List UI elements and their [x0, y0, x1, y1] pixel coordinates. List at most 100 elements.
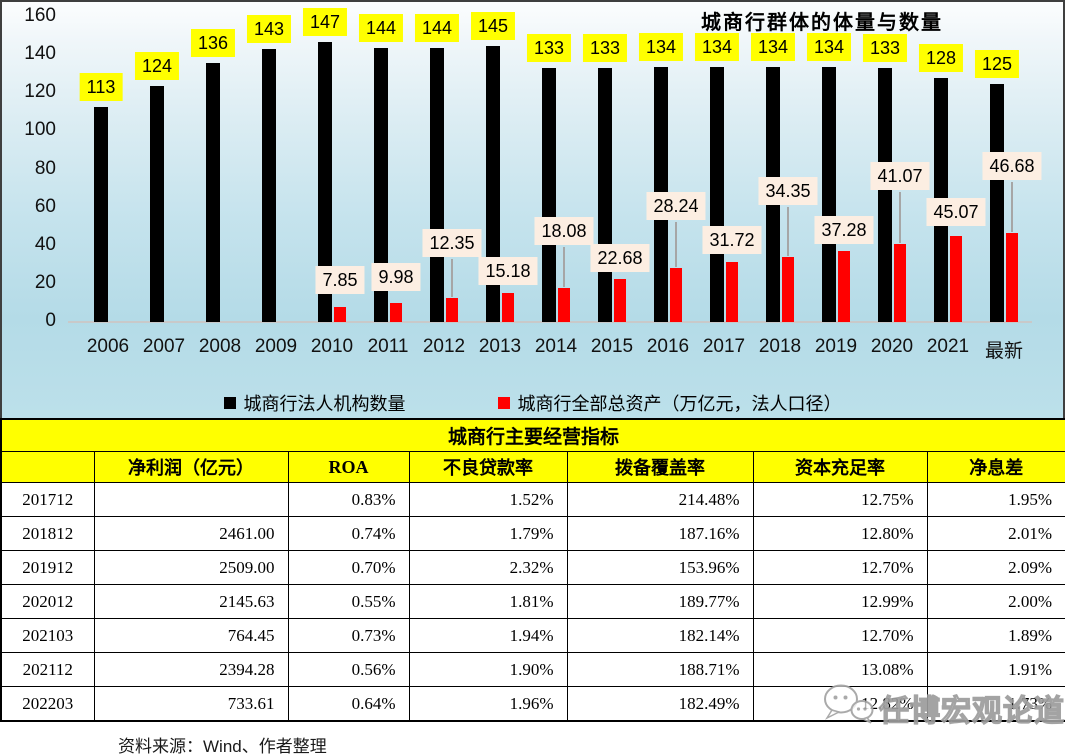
bar-value-label-institutions: 136: [190, 28, 236, 57]
bar-value-label-assets: 37.28: [814, 215, 874, 244]
table-row: 202112 2394.28 0.56% 1.90% 188.71% 13.08% 1.91…: [0, 652, 1065, 687]
y-axis-tick-label: 140: [24, 43, 56, 65]
table-cell-value: 12.75%: [752, 482, 928, 517]
bar-institutions: [430, 47, 444, 322]
chart-title: 城商行群体的体量与数量: [701, 12, 943, 34]
y-axis-tick-label: 20: [34, 271, 56, 293]
bar-value-label-institutions: 147: [302, 7, 348, 36]
bar-assets: [670, 268, 682, 322]
x-axis-category-label: 2015: [590, 336, 634, 357]
table-cell-value: 1.95%: [926, 482, 1065, 517]
y-axis-tick-label: 100: [24, 119, 56, 141]
x-axis-category-label: 2020: [870, 336, 914, 357]
bar-value-label-institutions: 134: [694, 32, 740, 61]
table-cell-value: 182.49%: [566, 686, 754, 722]
table-cell-value: 2.00%: [926, 584, 1065, 619]
bar-institutions: [374, 47, 388, 322]
bar-value-label-assets: 45.07: [926, 198, 986, 227]
x-axis-category-label: 2019: [814, 336, 858, 357]
table-cell-value: 0.70%: [287, 550, 410, 585]
bar-institutions: [542, 68, 556, 322]
bar-value-label-assets: 9.98: [371, 262, 421, 291]
source-note: 资料来源：Wind、作者整理: [118, 737, 327, 755]
bar-value-label-assets: 22.68: [590, 243, 650, 272]
table-header-cell: 净息差: [926, 451, 1065, 483]
table-cell-period: 201812: [0, 516, 95, 551]
bar-value-label-institutions: 143: [246, 15, 292, 44]
x-axis-category-label: 2012: [422, 336, 466, 357]
table-cell-value: 2.01%: [926, 516, 1065, 551]
bar-value-label-institutions: 113: [79, 72, 123, 101]
table-cell-value: 1.89%: [926, 618, 1065, 653]
bar-institutions: [486, 45, 500, 322]
table-cell-period: 201912: [0, 550, 95, 585]
table-cell-value: 2461.00: [93, 516, 289, 551]
x-axis-category-label: 2007: [142, 336, 186, 357]
red-square-swatch-icon: [497, 397, 510, 409]
table-row: 202203 733.61 0.64% 1.96% 182.49% 12.82% 1.73%: [0, 686, 1065, 722]
table-cell-value: 2394.28: [93, 652, 289, 687]
table-cell-value: 12.82%: [752, 686, 928, 722]
label-leader-line: [787, 206, 789, 256]
chart-legend: 城商行法人机构数量 城商行全部总资产（万亿元，法人口径）: [2, 390, 1063, 416]
bar-assets: [838, 250, 850, 322]
indicators-table: 城商行主要经营指标 净利润（亿元） ROA 不良贷款率 拨备覆盖率 资本充足率 净息差 2…: [0, 418, 1065, 722]
bar-institutions: [150, 85, 164, 322]
bar-assets: [1006, 233, 1018, 322]
table-cell-period: 202203: [0, 686, 95, 722]
table-cell-value: 187.16%: [566, 516, 754, 551]
bar-value-label-institutions: 134: [806, 32, 852, 61]
bar-institutions: [598, 68, 612, 322]
table-cell-value: 0.55%: [287, 584, 410, 619]
bar-value-label-institutions: 144: [414, 13, 460, 42]
label-leader-line: [1011, 182, 1013, 233]
bar-value-label-institutions: 134: [750, 32, 796, 61]
x-axis-category-label: 2011: [367, 336, 409, 357]
table-cell-value: 2509.00: [93, 550, 289, 585]
bar-value-label-assets: 46.68: [982, 152, 1042, 181]
table-cell-value: 2.32%: [408, 550, 568, 585]
x-axis-line: [68, 321, 1032, 323]
bar-value-label-institutions: 144: [358, 13, 404, 42]
table-cell-value: 1.94%: [408, 618, 568, 653]
table-cell-value: 12.99%: [752, 584, 928, 619]
x-axis-category-label: 2010: [310, 336, 354, 357]
bar-value-label-institutions: 124: [134, 51, 180, 80]
bar-value-label-assets: 18.08: [534, 216, 594, 245]
bar-value-label-assets: 34.35: [758, 176, 818, 205]
bar-institutions: [206, 62, 220, 322]
table-cell-period: 202103: [0, 618, 95, 653]
table-cell-value: 1.90%: [408, 652, 568, 687]
bar-institutions: [990, 83, 1004, 322]
bar-institutions: [710, 66, 724, 322]
table-cell-value: 12.70%: [752, 550, 928, 585]
bar-value-label-institutions: 133: [526, 34, 572, 63]
table-cell-period: 202112: [0, 652, 95, 687]
table-cell-value: 13.08%: [752, 652, 928, 687]
bar-value-label-assets: 28.24: [646, 192, 706, 221]
table-cell-value: 0.74%: [287, 516, 410, 551]
table-row: 202012 2145.63 0.55% 1.81% 189.77% 12.99% 2.00…: [0, 584, 1065, 619]
table-cell-value: 1.79%: [408, 516, 568, 551]
x-axis-category-label: 2013: [478, 336, 522, 357]
bar-assets: [502, 293, 514, 322]
table-cell-value: 12.70%: [752, 618, 928, 653]
bar-assets: [558, 287, 570, 322]
table-cell-value: 189.77%: [566, 584, 754, 619]
table-row: 202103 764.45 0.73% 1.94% 182.14% 12.70% 1.89%: [0, 618, 1065, 653]
table-cell-value: 214.48%: [566, 482, 754, 517]
label-leader-line: [451, 259, 453, 298]
bar-assets: [446, 298, 458, 322]
y-axis-tick-label: 160: [24, 5, 56, 26]
bar-institutions: [318, 41, 332, 322]
bar-value-label-institutions: 134: [638, 32, 684, 61]
x-axis-category-label: 2021: [926, 336, 970, 357]
table-cell-value: 1.96%: [408, 686, 568, 722]
bar-value-label-institutions: 125: [974, 49, 1020, 78]
x-axis-category-label: 2018: [758, 336, 802, 357]
table-cell-value: 764.45: [93, 618, 289, 653]
table-cell-value: 182.14%: [566, 618, 754, 653]
x-axis-category-label: 2014: [534, 336, 578, 357]
table-row: 201812 2461.00 0.74% 1.79% 187.16% 12.80% 2.01…: [0, 516, 1065, 551]
